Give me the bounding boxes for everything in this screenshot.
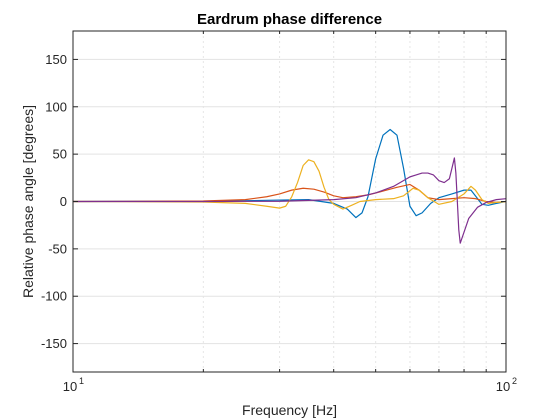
x-tick-label: 10 bbox=[63, 379, 77, 394]
series-line-1 bbox=[72, 128, 507, 219]
y-axis-label: Relative phase angle [degrees] bbox=[20, 105, 36, 298]
y-tick-label: 50 bbox=[53, 147, 67, 162]
y-tick-label: -50 bbox=[48, 241, 67, 256]
chart-title: Eardrum phase difference bbox=[197, 11, 382, 28]
y-tick-label: 0 bbox=[60, 194, 67, 209]
series-layer bbox=[72, 128, 507, 244]
y-tick-label: -150 bbox=[41, 336, 67, 351]
series-line-4 bbox=[73, 157, 507, 244]
x-tick-label: 10 bbox=[496, 379, 510, 394]
series-line-3 bbox=[72, 159, 507, 210]
y-tick-label: 150 bbox=[45, 52, 67, 67]
x-tick-exponent: 1 bbox=[79, 376, 84, 386]
x-tick-exponent: 2 bbox=[512, 376, 517, 386]
x-axis-label: Frequency [Hz] bbox=[242, 402, 337, 418]
y-tick-label: 100 bbox=[45, 99, 67, 114]
y-tick-label: -100 bbox=[41, 289, 67, 304]
